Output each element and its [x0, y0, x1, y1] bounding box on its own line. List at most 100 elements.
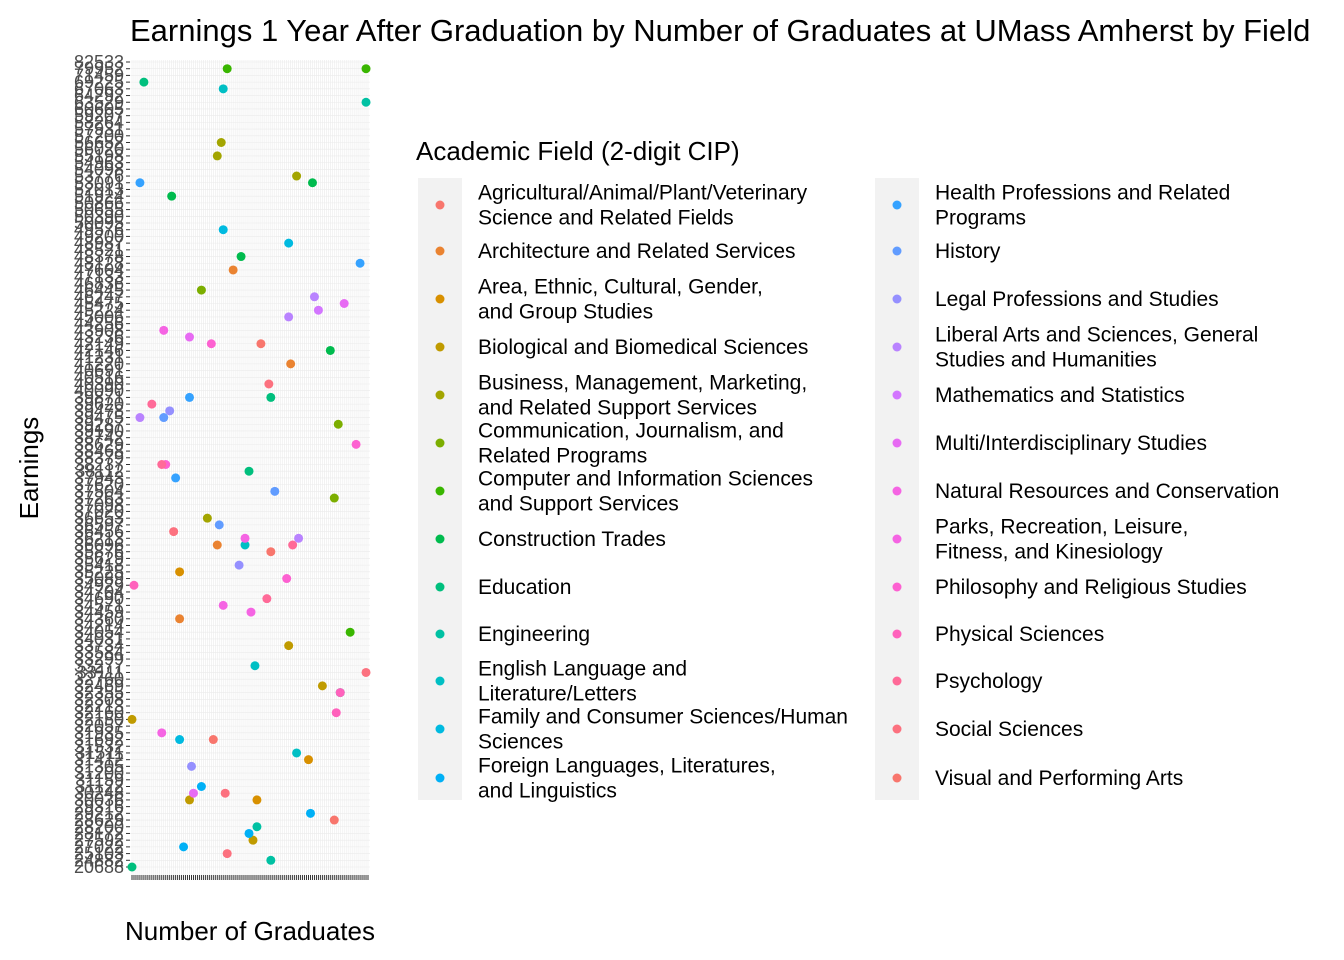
data-point	[220, 788, 230, 798]
data-point	[284, 238, 294, 248]
legend-label: Agricultural/Animal/Plant/Veterinary Scie…	[478, 182, 808, 230]
legend-key	[435, 294, 445, 304]
y-tick-label: 60605	[74, 99, 124, 119]
data-point	[127, 862, 137, 872]
y-tick-label: 34360	[74, 609, 124, 629]
y-tick-label: 64292	[74, 86, 124, 106]
y-tick-label: 69225	[74, 72, 124, 92]
legend-key	[892, 246, 902, 256]
y-tick-label: 34459	[74, 602, 124, 622]
y-tick-label: 31122	[75, 777, 124, 797]
y-tick-label: 31511	[75, 743, 124, 763]
data-point	[179, 842, 189, 852]
y-tick-label: 40390	[74, 374, 124, 394]
y-tick-label: 36213	[74, 528, 124, 548]
legend-key	[435, 200, 445, 210]
legend-key	[892, 486, 902, 496]
legend-label: Natural Resources and Conservation	[935, 480, 1279, 503]
y-tick-label: 38468	[74, 441, 124, 461]
data-point	[282, 574, 292, 584]
data-point	[361, 64, 371, 74]
legend-key	[892, 390, 902, 400]
y-tick-label: 50655	[74, 200, 124, 220]
y-tick-label: 31532	[74, 736, 124, 756]
y-tick-label: 27022	[74, 837, 124, 857]
legend-label: Multi/Interdisciplinary Studies	[935, 432, 1207, 455]
legend: Agricultural/Animal/Plant/Veterinary Scie…	[418, 178, 1279, 803]
legend-key	[435, 246, 445, 256]
data-point	[351, 439, 361, 449]
y-tick-label: 34690	[74, 589, 124, 609]
y-tick-label: 34929	[74, 575, 124, 595]
y-tick-label: 38629	[74, 434, 124, 454]
y-tick-label: 79952	[74, 59, 124, 79]
y-tick-label: 24882	[74, 850, 124, 870]
legend-key	[892, 582, 902, 592]
x-axis-ticks	[131, 875, 369, 880]
legend-key	[435, 486, 445, 496]
y-tick-label: 50866	[74, 193, 124, 213]
data-point	[284, 641, 294, 651]
legend-key	[435, 724, 445, 734]
y-tick-label: 53776	[74, 166, 124, 186]
legend-key	[892, 200, 902, 210]
legend-key	[892, 676, 902, 686]
y-tick-label: 36456	[74, 522, 124, 542]
y-tick-label: 32760	[74, 669, 124, 689]
data-point	[286, 359, 296, 369]
y-tick-label: 32057	[74, 716, 124, 736]
data-point	[236, 252, 246, 262]
data-point	[248, 835, 258, 845]
data-point	[240, 533, 250, 543]
legend-label: History	[935, 240, 1001, 263]
data-point	[262, 594, 272, 604]
data-point	[331, 708, 341, 718]
y-tick-label: 59207	[74, 106, 124, 126]
y-tick-label: 34054	[74, 622, 124, 642]
data-point	[244, 466, 254, 476]
y-tick-label: 48987	[74, 233, 124, 253]
y-tick-label: 29316	[74, 797, 124, 817]
y-tick-label: 35876	[74, 542, 124, 562]
data-point	[339, 299, 349, 308]
data-point	[175, 567, 185, 577]
data-point	[216, 138, 226, 147]
y-tick-label: 57931	[74, 119, 124, 139]
data-point	[266, 392, 276, 402]
data-point	[159, 413, 169, 423]
data-point	[250, 661, 260, 671]
data-point	[175, 614, 185, 624]
data-point	[305, 808, 315, 818]
data-point	[208, 735, 218, 745]
legend-label: English Language and Literature/Letters	[478, 658, 687, 706]
data-point	[329, 815, 339, 825]
data-point	[325, 345, 335, 355]
y-tick-label: 33299	[74, 649, 124, 669]
y-tick-label: 48521	[74, 240, 124, 260]
y-tick-label: 48378	[74, 247, 124, 267]
y-tick-label: 36096	[74, 535, 124, 555]
legend-key	[435, 342, 445, 352]
y-tick-label: 53091	[74, 173, 124, 193]
legend-title: Academic Field (2-digit CIP)	[416, 136, 740, 166]
legend-key	[435, 773, 445, 783]
data-point	[159, 325, 169, 335]
y-tick-label: 33111	[77, 662, 124, 682]
legend-label: Mathematics and Statistics	[935, 384, 1185, 407]
y-tick-label: 56652	[74, 133, 124, 153]
data-point	[185, 332, 195, 342]
y-tick-label: 63529	[74, 92, 124, 112]
legend-label: Architecture and Related Services	[478, 240, 796, 263]
data-point	[135, 413, 145, 423]
y-tick-label: 71459	[74, 65, 124, 85]
legend-label: Education	[478, 576, 571, 599]
y-tick-label: 31935	[74, 723, 124, 743]
legend-label: Business, Management, Marketing, and Rela…	[478, 372, 807, 420]
y-tick-label: 46445	[74, 280, 124, 300]
data-point	[252, 795, 262, 805]
y-tick-label: 31200	[74, 763, 124, 783]
y-tick-label: 38742	[74, 428, 124, 448]
y-tick-label: 47604	[74, 260, 124, 280]
data-points	[127, 64, 371, 872]
legend-label: Visual and Performing Arts	[935, 767, 1183, 790]
